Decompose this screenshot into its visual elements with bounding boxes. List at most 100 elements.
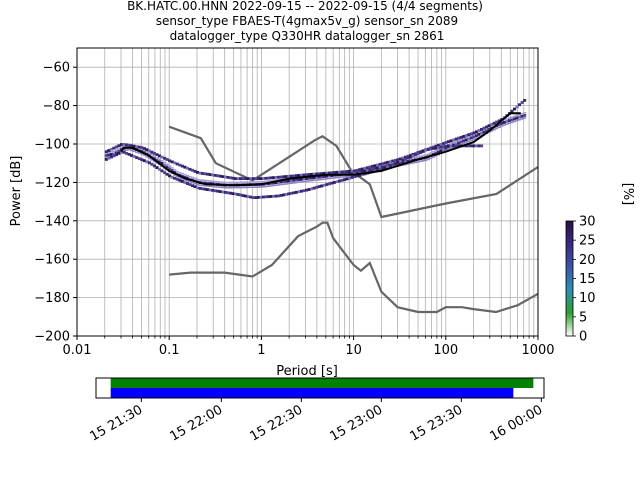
psd-density-cell [272,181,276,185]
psd-density-cell [459,135,463,139]
psd-density-cell [414,156,418,158]
psd-density-cell [241,194,245,197]
psd-density-cell [320,184,324,188]
psd-density-cell [457,141,461,145]
psd-density-cell [447,144,451,148]
psd-density-cell [114,145,118,149]
psd-density-cell [193,182,197,185]
psd-density-cell [165,158,169,161]
psd-density-cell [505,118,509,120]
psd-density-cell [439,143,443,146]
y-tick-label: −80 [43,99,70,114]
psd-density-cell [198,184,202,186]
psd-density-cell [284,183,288,185]
psd-density-cell [173,171,177,174]
psd-density-cell [137,145,141,149]
psd-density-cell [188,183,192,186]
colorbar-tick-label: 25 [579,234,596,249]
psd-density-cell [160,155,164,159]
psd-density-cell [464,134,468,137]
psd-density-cell [325,183,329,186]
psd-density-cell [467,140,471,143]
psd-density-cell [305,188,309,192]
psd-density-cell [165,163,169,166]
psd-density-cell [155,158,159,162]
psd-density-cell [201,184,205,187]
psd-density-cell [274,184,278,186]
psd-density-cell [381,162,385,166]
psd-density-cell [406,160,410,163]
psd-density-cell [454,137,458,141]
psd-density-cell [442,142,446,145]
psd-density-cell [249,177,253,180]
psd-density-cell [414,153,418,157]
title-line-3: datalogger_type Q330HR datalogger_sn 286… [170,29,445,43]
psd-density-cell [292,174,296,178]
psd-density-cell [373,167,377,170]
psd-density-cell [122,150,126,154]
psd-density-cell [472,144,476,148]
psd-density-cell [307,173,311,176]
psd-density-cell [426,148,430,151]
psd-density-cell [343,170,347,174]
psd-density-cell [211,173,215,177]
psd-density-cell [363,169,367,173]
psd-density-cell [147,157,151,159]
psd-density-cell [386,165,390,169]
psd-density-cell [300,181,304,183]
psd-density-cell [297,178,301,181]
x-tick-label: 0.1 [159,343,180,358]
psd-density-cell [383,164,387,168]
psd-density-cell [163,171,167,174]
x-tick-label: 0.01 [63,343,92,358]
psd-density-cell [277,180,281,184]
psd-density-cell [241,177,245,180]
psd-density-cell [262,195,266,199]
psd-density-cell [376,163,380,167]
psd-density-cell [302,189,306,193]
psd-density-cell [467,144,471,148]
psd-density-cell [447,140,451,143]
psd-density-cell [254,186,258,188]
psd-density-cell [216,174,220,178]
psd-density-cell [107,149,111,152]
psd-density-cell [150,153,154,156]
psd-density-cell [282,193,286,197]
psd-density-cell [449,147,453,150]
psd-density-cell [223,181,227,184]
psd-density-cell [472,135,476,139]
psd-density-cell [449,142,453,145]
psd-density-cell [173,176,177,180]
psd-density-cell [350,169,354,173]
psd-density-cell [168,167,172,171]
psd-density-cell [515,114,519,117]
psd-density-cell [282,183,286,185]
psd-density-cell [120,146,124,148]
psd-density-cell [183,165,187,169]
psd-density-cell [223,175,227,179]
psd-density-cell [229,176,233,180]
psd-density-cell [317,175,321,179]
psd-density-cell [312,186,316,190]
psd-density-cell [462,137,466,139]
psd-density-cell [142,147,146,150]
psd-density-cell [497,119,501,123]
psd-density-cell [436,150,440,154]
psd-density-cell [158,160,162,164]
psd-density-cell [482,126,486,130]
psd-density-cell [409,162,413,165]
psd-density-cell [287,179,291,183]
psd-density-cell [147,152,151,154]
y-tick-label: −60 [43,61,70,76]
psd-density-cell [360,173,364,176]
psd-density-cell [193,170,197,173]
psd-density-cell [251,181,255,183]
psd-density-cell [434,146,438,150]
psd-density-cell [485,129,489,133]
psd-density-cell [267,176,271,180]
psd-density-cell [419,151,423,154]
plot-frame [76,47,539,337]
psd-density-cell [416,152,420,155]
psd-plot: 0.01 0.1 1 10 100 1000 −200 −180 −160 −140 −120 −10… [34,47,555,358]
